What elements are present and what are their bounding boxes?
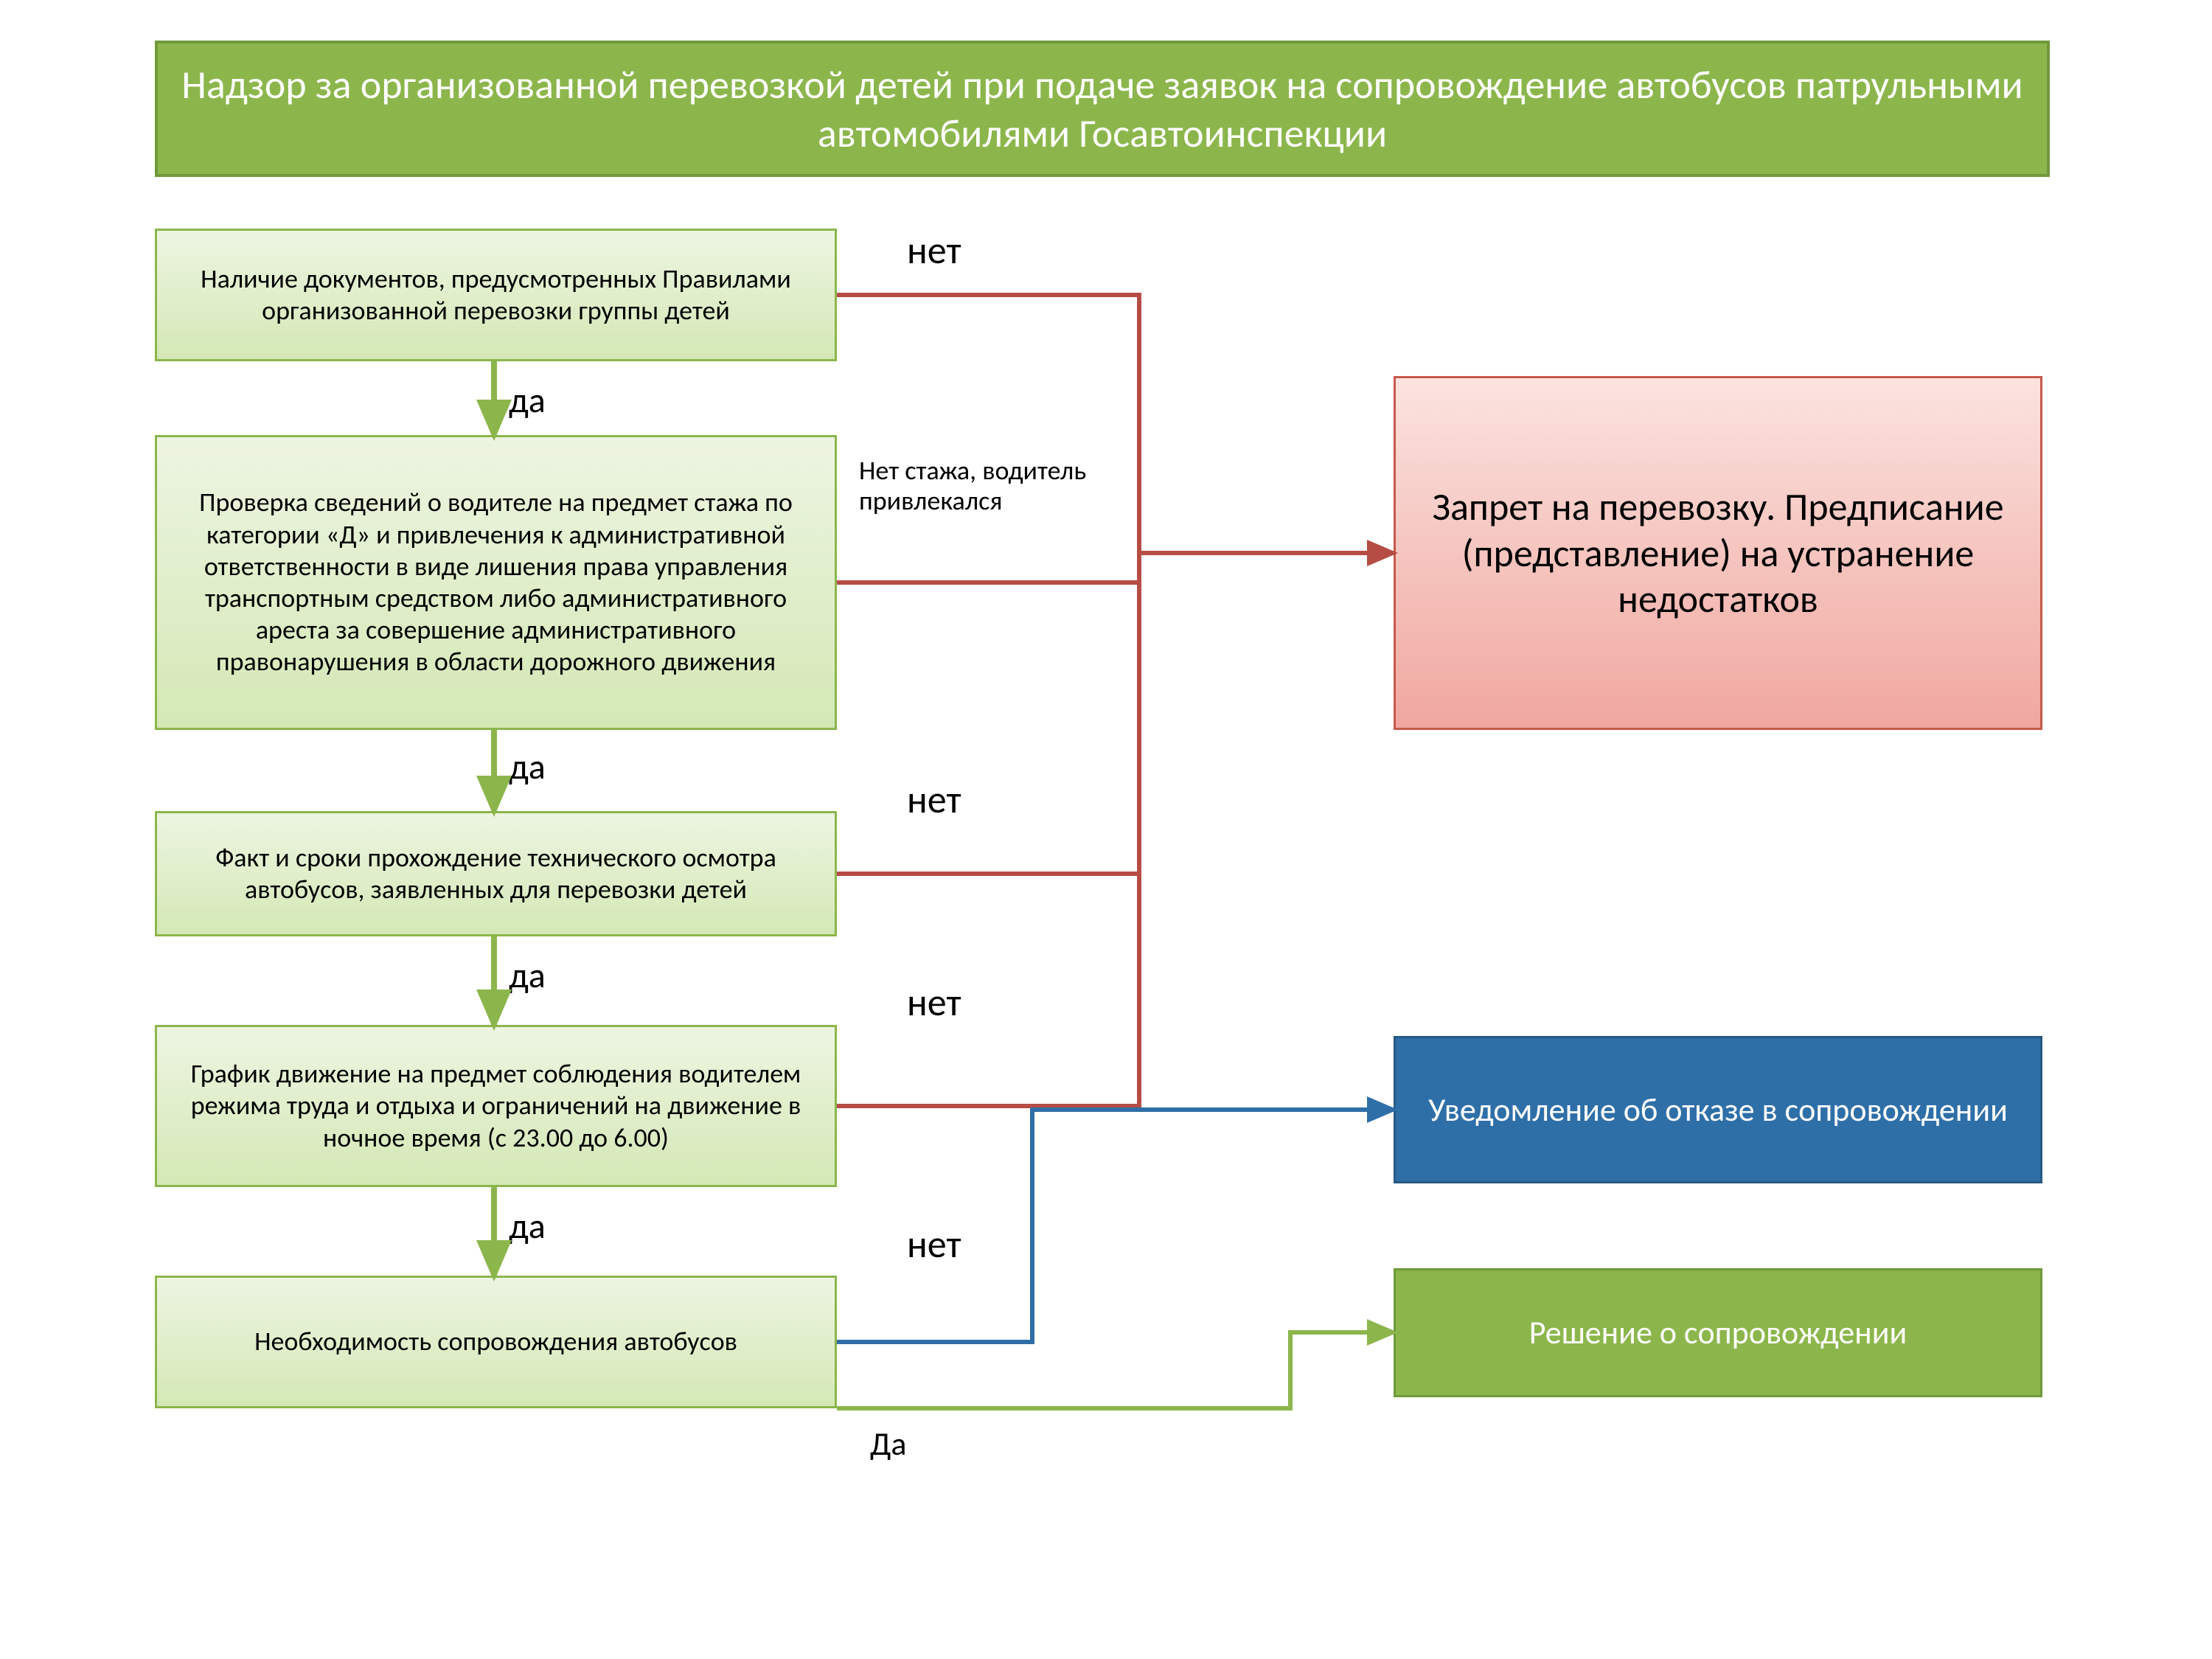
outcome-refusal-label: Уведомление об отказе в сопровождении	[1428, 1091, 2008, 1130]
step-n3: Факт и сроки прохождение технического ос…	[155, 811, 837, 936]
arrow-r4	[837, 874, 1139, 1106]
label-da1: да	[509, 380, 546, 420]
outcome-prohibition: Запрет на перевозку. Предписание (предст…	[1394, 376, 2042, 730]
label-da2: да	[509, 746, 546, 787]
step-n2: Проверка сведений о водителе на предмет …	[155, 435, 837, 730]
title-text: Надзор за организованной перевозкой дете…	[180, 60, 2025, 158]
outcome-escort: Решение о сопровождении	[1394, 1268, 2042, 1397]
step-n3-label: Факт и сроки прохождение технического ос…	[175, 842, 817, 905]
label-da5: Да	[870, 1425, 906, 1463]
label-net2: Нет стажа, водитель привлекался	[859, 456, 1102, 517]
label-da4: да	[509, 1206, 546, 1246]
outcome-escort-label: Решение о сопровождении	[1529, 1313, 1907, 1352]
label-net1: нет	[907, 229, 961, 273]
step-n5: Необходимость сопровождения автобусов	[155, 1276, 837, 1408]
step-n1-label: Наличие документов, предусмотренных Прав…	[175, 263, 817, 327]
arrow-r3	[837, 582, 1139, 874]
label-net4: нет	[907, 981, 961, 1025]
label-net5: нет	[907, 1222, 961, 1267]
arrow-o1	[837, 1332, 1394, 1408]
step-n5-label: Необходимость сопровождения автобусов	[254, 1326, 737, 1357]
arrow-r2	[837, 553, 1139, 582]
step-n4-label: График движение на предмет соблюдения во…	[175, 1058, 817, 1154]
step-n2-label: Проверка сведений о водителе на предмет …	[175, 487, 817, 678]
outcome-prohibition-label: Запрет на перевозку. Предписание (предст…	[1413, 484, 2023, 622]
title-bar: Надзор за организованной перевозкой дете…	[155, 41, 2050, 177]
step-n1: Наличие документов, предусмотренных Прав…	[155, 229, 837, 361]
step-n4: График движение на предмет соблюдения во…	[155, 1025, 837, 1187]
outcome-refusal: Уведомление об отказе в сопровождении	[1394, 1036, 2042, 1183]
label-net3: нет	[907, 778, 961, 822]
label-da3: да	[509, 955, 546, 995]
